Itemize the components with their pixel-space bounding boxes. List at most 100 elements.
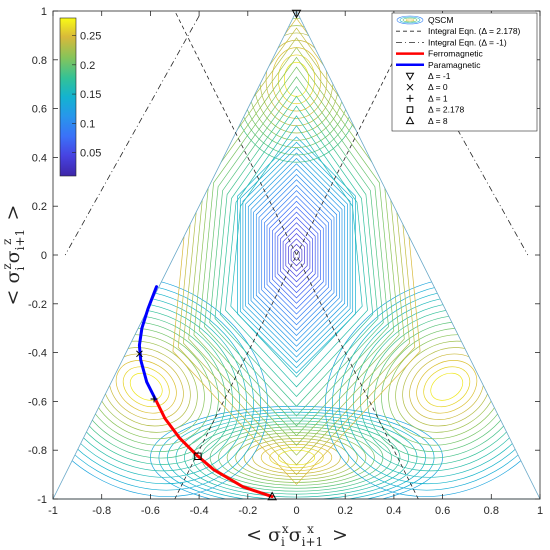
contour-level bbox=[122, 366, 170, 408]
contour-level bbox=[209, 85, 384, 417]
contour-level bbox=[264, 190, 329, 320]
colorbar-tick-label: 0.25 bbox=[80, 31, 101, 43]
contour-level bbox=[198, 66, 395, 437]
colorbar-tick-label: 0.05 bbox=[80, 148, 101, 160]
contour-level bbox=[288, 238, 305, 272]
colorbar: 0.25 0.2 0.15 0.1 0.05 bbox=[59, 17, 101, 177]
contour-level bbox=[430, 372, 464, 401]
contour-level bbox=[218, 429, 375, 486]
contour-level bbox=[214, 95, 379, 407]
x-tick-label: -0.4 bbox=[190, 505, 209, 517]
legend-label: QSCM bbox=[428, 15, 454, 25]
y-tick-label: 0.4 bbox=[32, 152, 47, 164]
contour-level bbox=[237, 136, 356, 374]
contour-level bbox=[280, 222, 313, 288]
x-axis: -1 -0.8 -0.6 -0.4 -0.2 0 0.2 0.4 0.6 0.8 1 bbox=[48, 11, 543, 517]
y-tick-label: -0.2 bbox=[28, 299, 47, 311]
marker-x bbox=[136, 350, 143, 358]
y-tick-label: 0.6 bbox=[32, 104, 47, 116]
contour-level bbox=[285, 233, 308, 277]
marker-layer bbox=[136, 9, 302, 501]
contour-level bbox=[242, 147, 351, 363]
contour-level bbox=[282, 227, 311, 283]
contour-level bbox=[265, 39, 328, 119]
contour-level bbox=[331, 283, 540, 491]
marker-triangle-up bbox=[267, 491, 277, 501]
y-tick-label: 0.2 bbox=[32, 201, 47, 213]
x-tick-label: 1 bbox=[537, 505, 543, 517]
colorbar-gradient bbox=[59, 17, 77, 177]
contour-level bbox=[250, 163, 343, 347]
x-tick-label: -0.6 bbox=[141, 505, 160, 517]
y-axis: 1 0.8 0.6 0.4 0.2 0 -0.2 -0.4 -0.6 -0.8 -1 bbox=[28, 6, 540, 506]
contour-level bbox=[245, 152, 348, 358]
y-tick-label: -1 bbox=[37, 494, 47, 506]
contour-level bbox=[266, 195, 327, 315]
contour-level bbox=[239, 141, 354, 369]
legend-label: Integral Eqn. (Δ = 2.178) bbox=[428, 26, 521, 36]
contour-level bbox=[158, 408, 435, 499]
legend-label: Δ = 2.178 bbox=[428, 105, 464, 115]
legend-label: Δ = 0 bbox=[428, 82, 448, 92]
legend-marker bbox=[406, 94, 414, 102]
contour-level bbox=[260, 443, 333, 472]
contour-level bbox=[53, 276, 269, 497]
contour-level bbox=[261, 184, 332, 326]
x-tick-label: 0.4 bbox=[386, 505, 401, 517]
legend-marker bbox=[405, 72, 415, 81]
x-tick-label: 0.2 bbox=[338, 505, 353, 517]
marker-triangle-down bbox=[291, 9, 302, 19]
x-tick-label: 0.8 bbox=[484, 505, 499, 517]
contour-level bbox=[226, 432, 367, 483]
y-tick-label: -0.6 bbox=[28, 396, 47, 408]
colorbar-tick-label: 0.15 bbox=[80, 89, 101, 101]
series-layer bbox=[64, 10, 529, 500]
y-axis-label: < σizσi+1z > bbox=[0, 205, 27, 306]
x-tick-label: -1 bbox=[48, 505, 58, 517]
contour-level bbox=[115, 360, 177, 414]
legend-label: Δ = 8 bbox=[428, 116, 448, 126]
contour-level bbox=[416, 360, 478, 414]
contour-level bbox=[269, 200, 324, 310]
legend-swatch bbox=[405, 18, 415, 22]
legend-label: Paramagnetic bbox=[428, 60, 481, 70]
contour-level bbox=[225, 115, 368, 388]
legend-box bbox=[391, 12, 538, 132]
legend-label: Integral Eqn. (Δ = -1) bbox=[428, 37, 507, 47]
x-tick-label: 0 bbox=[293, 505, 299, 517]
x-tick-label: 0.6 bbox=[435, 505, 450, 517]
contour-level bbox=[230, 125, 363, 378]
contour-level bbox=[53, 283, 262, 491]
legend-marker bbox=[406, 106, 414, 113]
marker-plus bbox=[150, 395, 158, 403]
contour-level bbox=[252, 441, 341, 474]
contour-level bbox=[253, 168, 340, 342]
series-ferromagnetic bbox=[153, 397, 274, 499]
contour-level bbox=[269, 446, 324, 469]
legend-label: Ferromagnetic bbox=[428, 49, 484, 59]
contour-level bbox=[293, 249, 300, 261]
contour-level bbox=[129, 372, 163, 401]
series-paramagnetic bbox=[137, 285, 158, 401]
legend-swatch bbox=[399, 16, 421, 24]
legend-label: Δ = 1 bbox=[428, 93, 448, 103]
contour-level bbox=[255, 174, 338, 336]
contour-level bbox=[274, 211, 319, 299]
contour-level bbox=[204, 76, 389, 427]
contour-level bbox=[175, 414, 418, 499]
x-tick-label: -0.2 bbox=[238, 505, 257, 517]
legend-label: Δ = -1 bbox=[428, 71, 451, 81]
y-tick-label: 0.8 bbox=[32, 55, 47, 67]
colorbar-ticks: 0.25 0.2 0.15 0.1 0.05 bbox=[72, 31, 101, 160]
y-tick-label: 1 bbox=[41, 6, 47, 18]
legend-swatch bbox=[396, 15, 424, 25]
contour-level bbox=[247, 157, 346, 353]
y-tick-label: -0.4 bbox=[28, 348, 47, 360]
colorbar-tick-label: 0.2 bbox=[80, 60, 95, 72]
contour-level bbox=[277, 54, 316, 105]
x-tick-label: -0.8 bbox=[92, 505, 111, 517]
x-axis-label: < σixσi+1x > bbox=[246, 522, 348, 549]
contour-level bbox=[290, 243, 303, 267]
contour-level bbox=[243, 438, 350, 477]
